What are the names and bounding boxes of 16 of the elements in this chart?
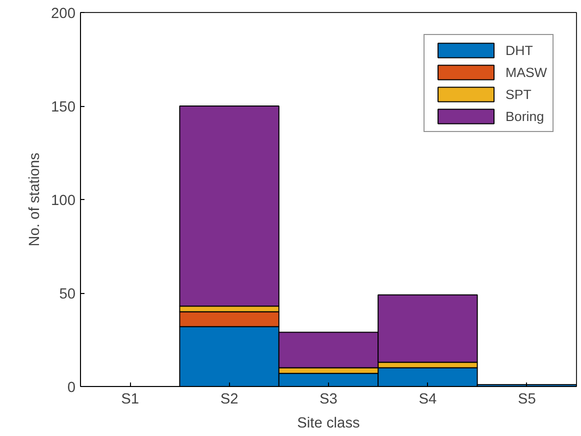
- y-tick-label: 200: [51, 6, 76, 22]
- x-tick-label: S5: [518, 392, 536, 408]
- y-tick-label: 150: [51, 100, 76, 116]
- x-tick-label: S1: [121, 392, 140, 408]
- legend-label: MASW: [506, 64, 547, 80]
- y-tick-label: 100: [51, 193, 76, 209]
- x-tick-label: S3: [320, 392, 338, 408]
- y-axis-title: No. of stations: [27, 152, 44, 246]
- legend-label: Boring: [506, 108, 544, 124]
- legend-label: DHT: [506, 42, 533, 58]
- x-tick-label: S4: [418, 392, 437, 408]
- y-tick-label: 50: [59, 286, 76, 302]
- legend-label: SPT: [506, 86, 532, 102]
- x-axis-title: Site class: [297, 416, 360, 432]
- y-tick-label: 0: [67, 380, 76, 396]
- x-tick-label: S2: [220, 392, 238, 408]
